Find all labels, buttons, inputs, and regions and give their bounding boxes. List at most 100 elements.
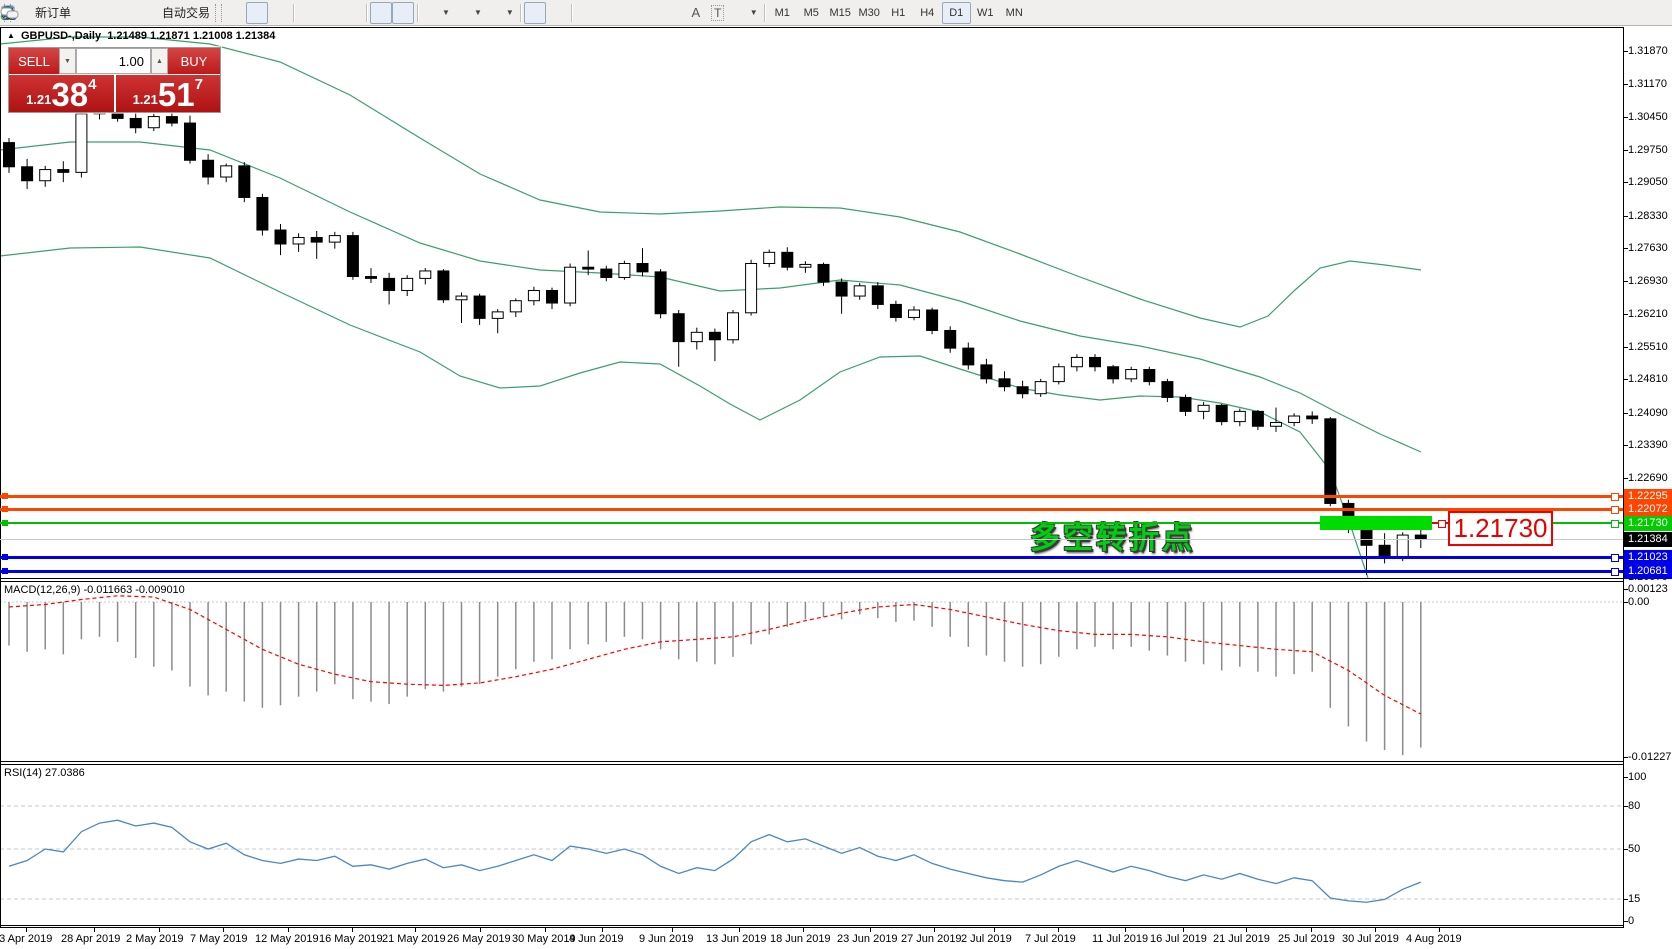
date-axis[interactable]: 23 Apr 2019 28 Apr 2019 2 May 2019 7 May 20… [0, 928, 1672, 949]
pane-separator[interactable] [0, 581, 1624, 582]
vertical-line-button[interactable] [7, 2, 597, 24]
chat-button[interactable] [0, 2, 1666, 24]
timeframe-d1-button[interactable]: D1 [941, 1, 971, 24]
hline-object-1.22072[interactable] [0, 507, 1623, 511]
text-button[interactable]: A [685, 2, 707, 24]
hline-handle[interactable] [2, 568, 8, 574]
date-tick-label: 12 May 2019 [255, 933, 319, 945]
buy-button[interactable]: BUY [168, 48, 220, 74]
indicators-icon [1, 5, 504, 21]
timeframe-mn-button[interactable]: MN [1005, 6, 1023, 19]
timeframe-m5-button[interactable]: M5 [803, 6, 819, 19]
arrows-button[interactable]: ▼ [1, 2, 761, 24]
tile-windows-icon [2, 5, 360, 21]
mql5-profile-button[interactable] [2, 2, 118, 24]
axis-tick [1623, 602, 1628, 603]
date-tick-label: 21 May 2019 [382, 933, 446, 945]
pane-separator[interactable] [0, 761, 1624, 762]
search-button[interactable] [2, 2, 1644, 24]
collapse-triangle-icon[interactable]: ▲ [7, 31, 15, 40]
zoom-out-button[interactable] [1, 2, 341, 24]
date-axis-tick [994, 928, 995, 932]
indicator-tick-label: 100 [1628, 770, 1647, 783]
date-axis-tick [870, 928, 871, 932]
equidistant-channel-button[interactable]: E [1, 2, 663, 24]
timeframe-m15-button[interactable]: M15 [829, 6, 851, 19]
sell-price-display[interactable]: 1.21 38 4 [9, 75, 114, 112]
timeframe-m30-button[interactable]: M30 [858, 6, 880, 19]
hline-handle[interactable] [2, 520, 8, 526]
new-order-button[interactable]: 新订单 [0, 2, 74, 24]
mql5-profile-icon [2, 5, 115, 21]
timeframe-w1-button[interactable]: W1 [976, 6, 994, 19]
auto-scroll-button[interactable] [2, 1, 393, 24]
toolbar: 新订单 自动交易 ▼ ▼ ▼ E F A T ▼ [0, 0, 1672, 26]
pane-separator[interactable] [0, 764, 1624, 765]
hline-handle[interactable] [2, 493, 8, 499]
tile-windows-button[interactable] [2, 2, 363, 24]
indicators-button[interactable]: ▼ [1, 2, 517, 24]
hline-object-1.20681[interactable] [0, 569, 1623, 573]
date-tick-label: 26 May 2019 [447, 933, 511, 945]
toolbar-separator [417, 3, 419, 22]
profiles-clock-button[interactable]: ▼ [1, 2, 485, 24]
hline-object-1.22295[interactable] [0, 494, 1623, 498]
hline-handle[interactable] [2, 554, 8, 560]
hline-handle[interactable] [1611, 520, 1619, 528]
volume-input[interactable]: 1.00 [76, 48, 151, 74]
price-tick-label: 1.23390 [1628, 438, 1668, 451]
metaeditor-button[interactable] [1, 2, 96, 24]
timeframe-h1-button[interactable]: H1 [891, 6, 906, 19]
chart-symbol: GBPUSD-,Daily [20, 30, 102, 42]
zoom-in-button[interactable] [1, 2, 319, 24]
toolbar-grip[interactable] [215, 3, 223, 22]
cursor-button[interactable] [4, 1, 546, 24]
horizontal-line-button[interactable] [2, 2, 619, 24]
vertical-line-icon [7, 5, 594, 21]
buy-price-display[interactable]: 1.21 51 7 [115, 75, 220, 112]
bar-chart-button[interactable] [2, 2, 246, 24]
indicator-tick-label: 50 [1628, 842, 1641, 855]
price-callout-box[interactable]: 1.21730 [1448, 511, 1553, 546]
key-level-bar[interactable] [1320, 516, 1432, 530]
macd-canvas[interactable] [0, 580, 1624, 761]
volume-decrease-button[interactable]: ▼ [59, 48, 76, 74]
hline-object-1.21023[interactable] [0, 555, 1623, 559]
hline-handle[interactable] [1611, 568, 1619, 576]
fibonacci-button[interactable]: F [2, 2, 685, 24]
volume-increase-button[interactable]: ▲ [151, 48, 168, 74]
hline-handle[interactable] [1611, 493, 1619, 501]
hline-object-1.21730[interactable] [0, 522, 1623, 524]
timeframe-h4-button[interactable]: H4 [920, 6, 935, 19]
date-tick-label: 30 Jul 2019 [1342, 933, 1399, 945]
text-label-button[interactable]: T [707, 2, 729, 24]
date-axis-tick [415, 928, 416, 932]
axis-tick [1623, 182, 1628, 183]
price-chart-canvas[interactable] [0, 27, 1624, 579]
autotrading-button[interactable]: 自动交易 [1, 2, 213, 24]
axis-tick [1623, 281, 1628, 282]
line-chart-button[interactable] [1, 2, 290, 24]
date-tick-label: 2 May 2019 [126, 933, 184, 945]
hline-handle[interactable] [1611, 506, 1619, 514]
rsi-label: RSI(14) 27.0386 [4, 767, 85, 779]
price-tick-label: 1.29050 [1628, 175, 1668, 188]
sell-button[interactable]: SELL [9, 48, 59, 74]
callout-handle[interactable] [1438, 520, 1446, 528]
pane-separator[interactable] [0, 578, 1624, 579]
new-chart-button[interactable]: ▼ [1, 2, 453, 24]
trendline-button[interactable] [2, 2, 641, 24]
axis-tick [1623, 589, 1628, 590]
turning-point-annotation[interactable]: 多空转折点 [1030, 522, 1195, 555]
hline-handle[interactable] [1611, 554, 1619, 562]
candlestick-chart-button[interactable] [2, 1, 269, 24]
line-chart-icon [1, 5, 287, 21]
timeframe-m1-button[interactable]: M1 [774, 6, 790, 19]
signals-button[interactable] [1, 2, 140, 24]
price-axis[interactable]: 1.31870 1.31170 1.30450 1.29750 1.29050 1.283… [1624, 27, 1672, 928]
rsi-canvas[interactable] [0, 764, 1624, 925]
crosshair-button[interactable] [1, 2, 568, 24]
date-tick-label: 23 Jun 2019 [837, 933, 898, 945]
chart-shift-button[interactable] [2, 1, 415, 24]
hline-handle[interactable] [2, 506, 8, 512]
